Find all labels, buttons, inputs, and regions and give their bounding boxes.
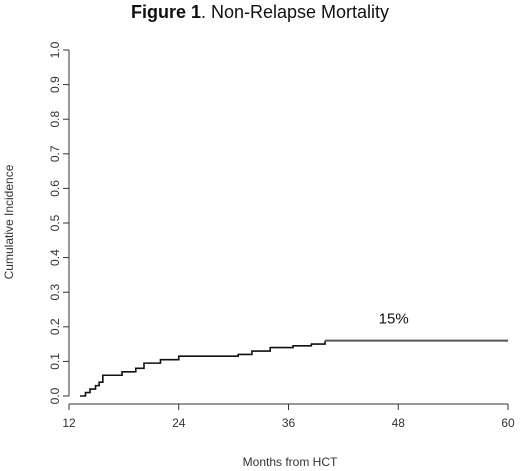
series-line [79,340,326,397]
x-axis-label: Months from HCT [243,455,338,469]
axes: 0.0 0.1 0.2 0.3 0.4 0.5 0.6 0.7 0.8 0.9 1.0 12 24 36 4… [48,41,515,430]
y-tick-label: 0.6 [48,180,62,197]
y-tick-label: 0.7 [48,145,62,162]
x-tick-label: 48 [392,416,406,430]
y-tick-label: 0.3 [48,284,62,301]
y-tick-label: 0.1 [48,353,62,370]
chart-title: Figure 1. Non-Relapse Mortality [0,2,520,23]
x-tick-label: 60 [501,416,515,430]
y-tick-label: 0.8 [48,111,62,128]
y-tick-label: 0.9 [48,76,62,93]
series-layer [79,339,508,397]
y-axis-label: Cumulative Incidence [2,164,16,279]
chart-title-text: . Non-Relapse Mortality [200,2,390,22]
y-tick-label: 0.2 [48,318,62,335]
y-tick-label: 1.0 [48,41,62,58]
annotation-layer: 15% [379,310,409,327]
y-tick-label: 0.5 [48,214,62,231]
y-tick-label: 0.4 [48,249,62,266]
chart-title-figure-label: Figure 1 [130,2,201,22]
y-tick-label: 0.0 [48,387,62,404]
x-tick-label: 24 [172,416,186,430]
x-tick-label: 36 [282,416,296,430]
annotation-label: 15% [379,310,409,327]
x-tick-label: 12 [62,416,76,430]
